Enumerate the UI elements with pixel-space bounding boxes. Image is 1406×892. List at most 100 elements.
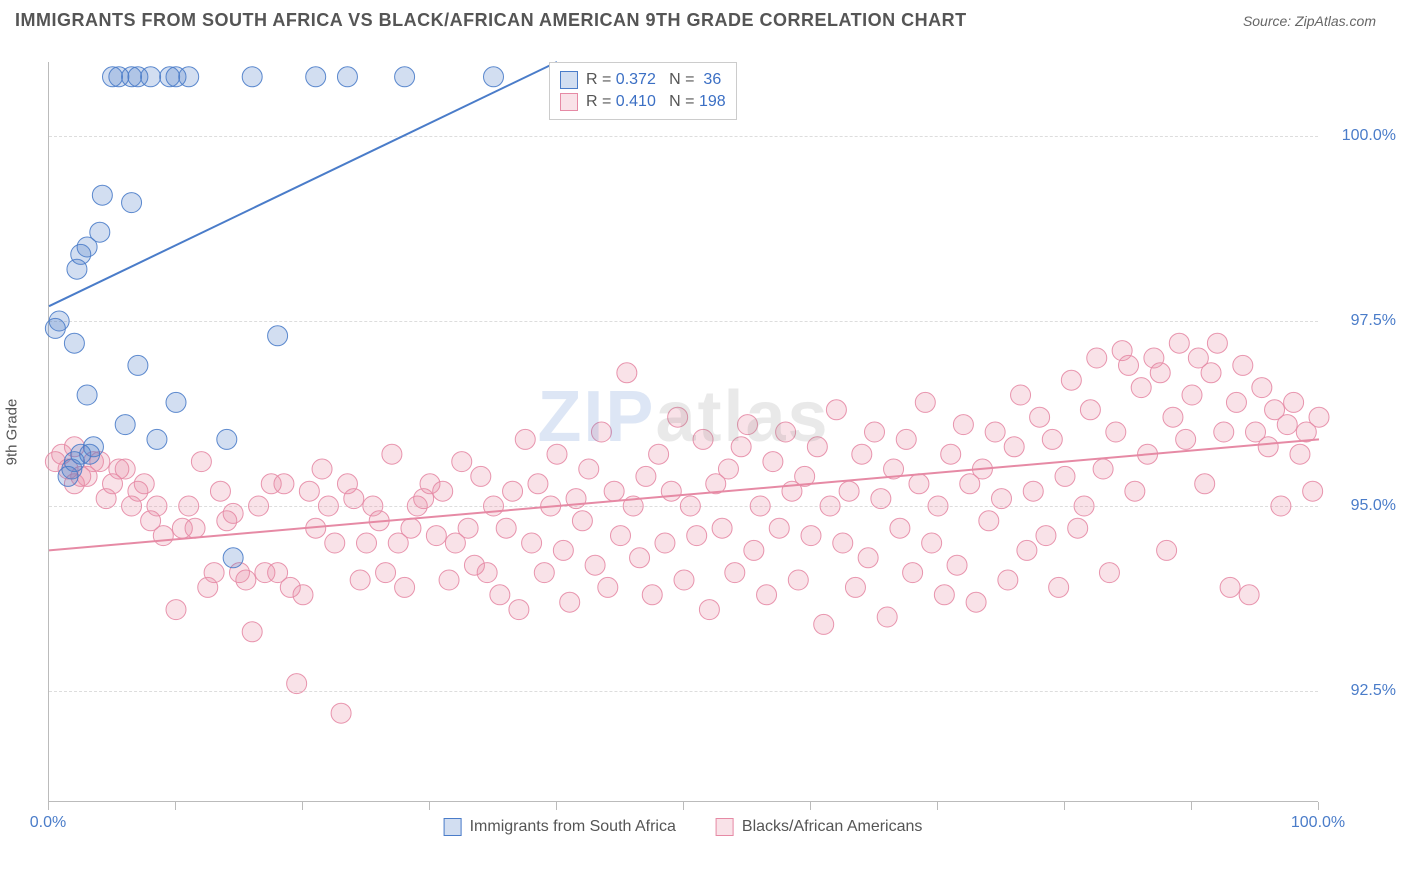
data-point-baa (801, 526, 821, 546)
x-tick (1318, 802, 1319, 810)
data-point-baa (528, 474, 548, 494)
data-point-baa (147, 496, 167, 516)
data-point-baa (852, 444, 872, 464)
data-point-baa (185, 518, 205, 538)
data-point-baa (738, 415, 758, 435)
data-point-baa (1119, 355, 1139, 375)
data-point-baa (858, 548, 878, 568)
data-point-baa (992, 489, 1012, 509)
x-tick (1064, 802, 1065, 810)
data-point-baa (1004, 437, 1024, 457)
data-point-baa (623, 496, 643, 516)
data-point-sa (122, 193, 142, 213)
data-point-baa (477, 563, 497, 583)
data-point-baa (433, 481, 453, 501)
data-point-baa (458, 518, 478, 538)
data-point-baa (865, 422, 885, 442)
data-point-sa (217, 429, 237, 449)
data-point-baa (757, 585, 777, 605)
data-point-baa (210, 481, 230, 501)
legend-swatch (444, 818, 462, 836)
data-point-baa (522, 533, 542, 553)
data-point-baa (1017, 540, 1037, 560)
x-tick (429, 802, 430, 810)
data-point-baa (725, 563, 745, 583)
data-point-baa (953, 415, 973, 435)
data-point-baa (249, 496, 269, 516)
data-point-baa (1093, 459, 1113, 479)
data-point-baa (985, 422, 1005, 442)
data-point-baa (293, 585, 313, 605)
data-point-baa (1290, 444, 1310, 464)
data-point-baa (693, 429, 713, 449)
data-point-baa (591, 422, 611, 442)
data-point-baa (452, 452, 472, 472)
data-point-baa (1309, 407, 1329, 427)
y-tick-label: 100.0% (1326, 127, 1396, 145)
data-point-baa (941, 444, 961, 464)
data-point-baa (1271, 496, 1291, 516)
data-point-baa (1169, 333, 1189, 353)
data-point-baa (1074, 496, 1094, 516)
data-point-baa (845, 577, 865, 597)
data-point-baa (1220, 577, 1240, 597)
chart-header: IMMIGRANTS FROM SOUTH AFRICA VS BLACK/AF… (0, 0, 1406, 31)
data-point-baa (998, 570, 1018, 590)
data-point-baa (553, 540, 573, 560)
data-point-baa (1106, 422, 1126, 442)
data-point-baa (1252, 378, 1272, 398)
data-point-baa (909, 474, 929, 494)
data-point-baa (642, 585, 662, 605)
data-point-sa (64, 333, 84, 353)
data-point-sa (484, 67, 504, 87)
data-point-sa (128, 355, 148, 375)
x-tick (48, 802, 49, 810)
data-point-baa (376, 563, 396, 583)
data-point-baa (541, 496, 561, 516)
data-point-baa (884, 459, 904, 479)
data-point-sa (90, 222, 110, 242)
data-point-sa (223, 548, 243, 568)
data-point-baa (1138, 444, 1158, 464)
data-point-baa (242, 622, 262, 642)
data-point-baa (839, 481, 859, 501)
data-point-sa (141, 67, 161, 87)
series-legend-item: Blacks/African Americans (716, 818, 923, 836)
data-point-baa (439, 570, 459, 590)
data-point-baa (534, 563, 554, 583)
data-point-baa (1080, 400, 1100, 420)
data-point-baa (325, 533, 345, 553)
data-point-baa (915, 392, 935, 412)
data-point-baa (1125, 481, 1145, 501)
data-point-baa (134, 474, 154, 494)
data-point-baa (1036, 526, 1056, 546)
data-point-baa (560, 592, 580, 612)
data-point-baa (718, 459, 738, 479)
data-point-baa (1150, 363, 1170, 383)
data-point-baa (871, 489, 891, 509)
data-point-sa (83, 437, 103, 457)
data-point-baa (795, 466, 815, 486)
data-point-baa (1182, 385, 1202, 405)
data-point-baa (763, 452, 783, 472)
data-point-baa (312, 459, 332, 479)
data-point-baa (1099, 563, 1119, 583)
x-tick (556, 802, 557, 810)
data-point-baa (928, 496, 948, 516)
data-point-baa (344, 489, 364, 509)
chart-title: IMMIGRANTS FROM SOUTH AFRICA VS BLACK/AF… (15, 10, 967, 31)
data-point-baa (1157, 540, 1177, 560)
data-point-sa (395, 67, 415, 87)
data-point-baa (585, 555, 605, 575)
data-point-baa (1207, 333, 1227, 353)
data-point-baa (674, 570, 694, 590)
data-point-sa (49, 311, 69, 331)
data-point-baa (496, 518, 516, 538)
data-point-baa (1284, 392, 1304, 412)
series-legend-item: Immigrants from South Africa (444, 818, 676, 836)
legend-row: R = 0.372 N = 36 (560, 69, 726, 91)
x-tick (175, 802, 176, 810)
data-point-baa (877, 607, 897, 627)
data-point-baa (572, 511, 592, 531)
data-point-baa (1087, 348, 1107, 368)
